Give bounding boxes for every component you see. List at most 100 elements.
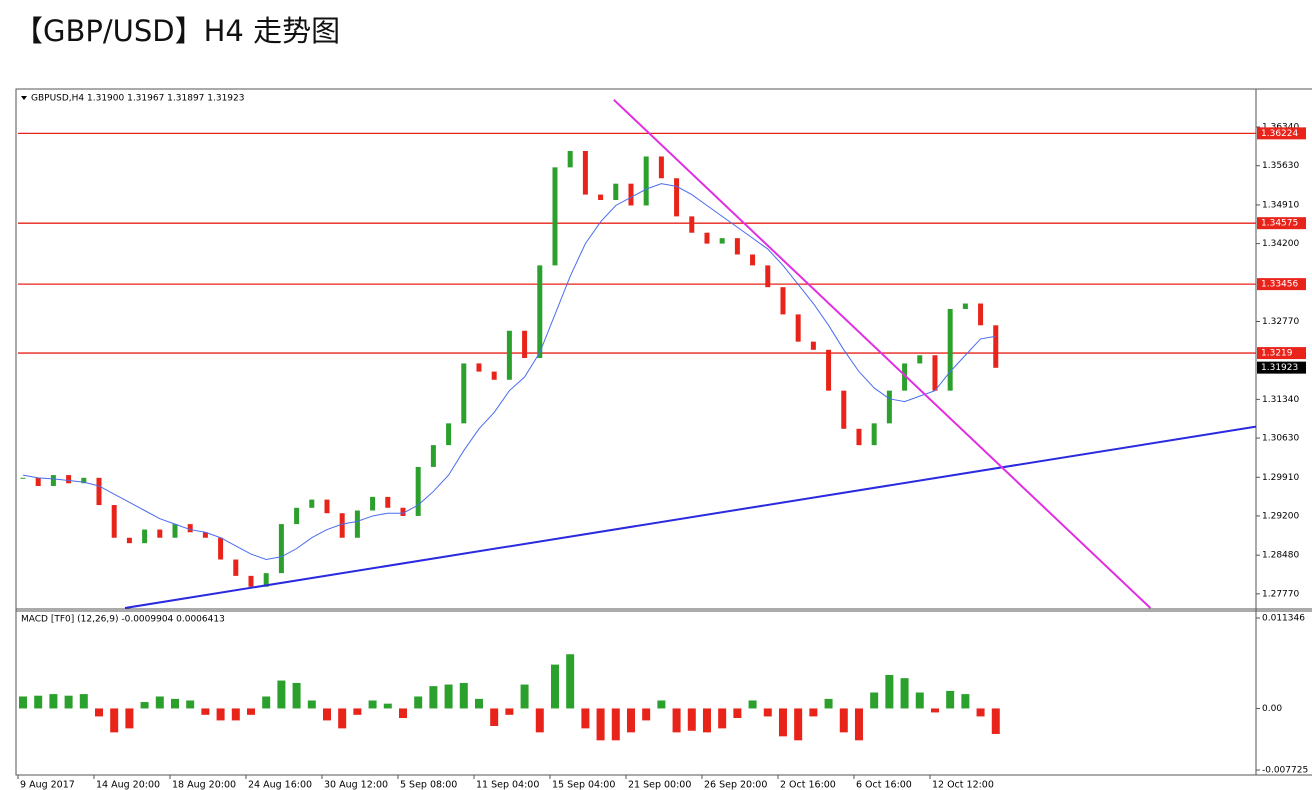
histogram-bar	[505, 708, 514, 715]
candle	[263, 573, 269, 587]
histogram-bar	[398, 708, 407, 719]
candle	[476, 363, 482, 372]
candle	[962, 303, 968, 309]
candle	[658, 156, 664, 179]
candle	[719, 238, 725, 244]
histogram-bar	[186, 700, 195, 709]
candle	[81, 477, 87, 484]
x-tick-label: 15 Sep 04:00	[552, 780, 615, 790]
candle	[582, 151, 588, 195]
candle	[218, 537, 224, 560]
histogram-bar	[596, 708, 605, 741]
candle	[309, 499, 315, 508]
candle	[491, 371, 497, 380]
histogram-bar	[930, 708, 939, 713]
candle	[248, 575, 254, 587]
histogram-bar	[748, 700, 757, 709]
level-label-bg	[1257, 217, 1306, 230]
candle	[446, 423, 452, 446]
level-label: 1.36224	[1261, 129, 1298, 139]
candle	[233, 559, 239, 576]
candle	[932, 355, 938, 391]
trend-line	[613, 99, 1152, 609]
candle	[35, 477, 41, 486]
candle	[415, 466, 421, 516]
histogram-bar	[170, 698, 179, 709]
histogram-bar	[64, 695, 73, 709]
candle	[324, 499, 330, 514]
candle	[506, 330, 512, 380]
histogram-bar	[262, 696, 271, 709]
candle	[461, 363, 467, 424]
candle	[674, 178, 680, 217]
histogram-bar	[414, 696, 423, 709]
last-price-label: 1.31923	[1261, 363, 1298, 373]
candle	[126, 537, 132, 544]
histogram-bar	[566, 654, 575, 709]
y-tick-label: 1.34200	[1262, 239, 1299, 249]
candle	[537, 265, 543, 358]
candle	[20, 477, 26, 479]
candle	[613, 183, 619, 201]
candle	[856, 428, 862, 446]
candle	[978, 303, 984, 326]
y-tick-label: 1.34910	[1262, 200, 1299, 210]
histogram-bar	[19, 696, 27, 709]
histogram-bar	[839, 708, 848, 733]
trend-line	[124, 425, 1257, 609]
x-tick-label: 18 Aug 20:00	[172, 780, 236, 790]
x-tick-label: 26 Sep 20:00	[704, 780, 767, 790]
histogram-bar	[231, 708, 240, 721]
level-label: 1.34575	[1261, 219, 1298, 229]
y-tick-label: 1.32770	[1262, 317, 1299, 327]
x-tick-label: 14 Aug 20:00	[96, 780, 160, 790]
macd-title: MACD [TF0] (12,26,9) -0.0009904 0.000641…	[21, 615, 225, 625]
candle	[385, 496, 391, 508]
histogram-bar	[368, 700, 377, 709]
x-tick-label: 2 Oct 16:00	[780, 780, 836, 790]
y-tick-label: -0.007725	[1262, 766, 1308, 776]
histogram-bar	[94, 708, 103, 717]
x-tick-label: 6 Oct 16:00	[856, 780, 912, 790]
frame	[15, 88, 1312, 776]
candle	[278, 524, 284, 574]
histogram-bar	[961, 694, 970, 709]
candle	[370, 496, 376, 511]
histogram-bar	[946, 690, 955, 709]
histogram-bar	[429, 686, 438, 709]
histogram-bar	[991, 708, 1000, 734]
histogram-bar	[718, 708, 727, 729]
y-tick-label: 1.35630	[1262, 161, 1299, 171]
level-label-bg	[1257, 127, 1306, 140]
level-label-bg	[1257, 278, 1306, 291]
candle	[111, 505, 117, 538]
x-tick-label: 30 Aug 12:00	[324, 780, 388, 790]
candle	[871, 423, 877, 446]
candle	[689, 216, 695, 233]
candle	[400, 507, 406, 516]
histogram-bar	[216, 708, 225, 721]
page-title: 【GBP/USD】H4 走势图	[14, 14, 341, 48]
candle	[765, 265, 771, 288]
histogram-bar	[322, 708, 331, 721]
candle	[354, 510, 360, 538]
histogram-bar	[672, 708, 681, 733]
histogram-bar	[870, 692, 879, 709]
y-tick-label: 1.30630	[1262, 434, 1299, 444]
histogram-bar	[338, 708, 347, 729]
candle	[96, 477, 102, 506]
y-tick-label: 1.29910	[1262, 473, 1299, 483]
histogram-bar	[79, 694, 88, 709]
y-tick-label: 0.00	[1262, 704, 1282, 714]
x-tick-label: 12 Oct 12:00	[932, 780, 994, 790]
histogram-bar	[383, 703, 392, 709]
candle	[795, 314, 801, 342]
candle	[704, 232, 710, 244]
candle	[947, 308, 953, 391]
candle	[66, 475, 72, 484]
candle	[993, 325, 999, 368]
candle	[187, 524, 193, 533]
histogram-bar	[794, 708, 803, 741]
